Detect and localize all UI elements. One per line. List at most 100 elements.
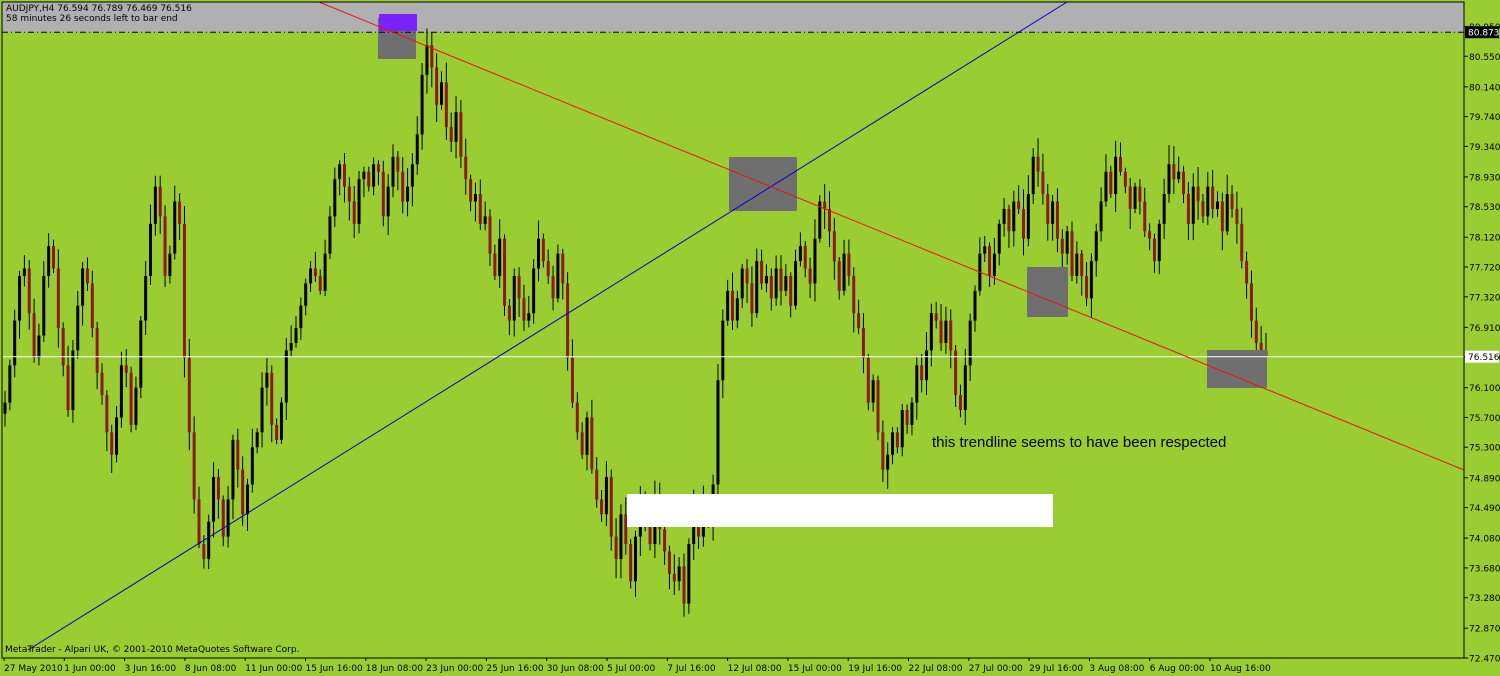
top-band xyxy=(2,2,1464,32)
candle-body xyxy=(595,469,599,500)
candle-body xyxy=(473,194,477,202)
candle-body xyxy=(667,551,671,574)
candle-body xyxy=(381,171,385,217)
candle-body xyxy=(71,350,75,411)
candle-body xyxy=(216,477,220,500)
candle-body xyxy=(182,223,186,358)
candle-body xyxy=(551,275,555,299)
y-tick-label: 77.320 xyxy=(1469,293,1500,303)
candle-body xyxy=(454,112,458,142)
candle-body xyxy=(1002,208,1006,224)
candle-body xyxy=(857,313,861,329)
candle-body xyxy=(750,283,754,314)
candle-body xyxy=(619,514,623,559)
x-tick-label: 18 Jun 08:00 xyxy=(366,664,423,674)
candle-body xyxy=(372,164,376,187)
x-tick-label: 8 Jun 08:00 xyxy=(185,664,237,674)
y-tick-label: 74.080 xyxy=(1469,535,1500,545)
candle-body xyxy=(1017,201,1021,209)
candle-body xyxy=(1026,194,1030,239)
candle-body xyxy=(406,186,410,202)
x-tick-label: 15 Jul 00:00 xyxy=(788,664,842,674)
candle-body xyxy=(459,112,463,157)
candle-body xyxy=(1075,253,1079,276)
candle-body xyxy=(512,275,516,321)
candle-body xyxy=(983,246,987,254)
candle-body xyxy=(973,290,977,321)
candle-body xyxy=(537,238,540,269)
candle-body xyxy=(139,320,143,388)
candle-body xyxy=(1007,208,1011,232)
x-tick-label: 19 Jul 16:00 xyxy=(848,664,902,674)
x-tick-label: 3 Aug 08:00 xyxy=(1089,664,1144,674)
copyright-text: MetaTrader - Alpari UK, © 2001-2010 Meta… xyxy=(5,645,300,655)
candle-body xyxy=(265,372,269,388)
candle-body xyxy=(396,156,400,172)
candle-body xyxy=(779,268,783,291)
candle-body xyxy=(294,328,298,343)
candle-body xyxy=(541,238,545,262)
candle-body xyxy=(178,201,182,224)
candle-body xyxy=(585,417,589,455)
candle-body xyxy=(1031,156,1035,195)
candle-body xyxy=(13,320,17,366)
candle-body xyxy=(202,544,206,559)
y-tick-label: 74.890 xyxy=(1469,474,1500,484)
y-tick-label: 76.100 xyxy=(1469,384,1500,394)
candle-body xyxy=(915,365,919,403)
x-tick-label: 15 Jun 16:00 xyxy=(306,664,363,674)
candle-body xyxy=(958,395,962,411)
peak-marker xyxy=(379,14,417,31)
candle-body xyxy=(81,268,85,306)
candle-body xyxy=(1085,275,1089,299)
candle-body xyxy=(1070,231,1074,276)
x-tick-label: 27 May 2010 xyxy=(4,664,63,674)
plot-frame xyxy=(1,1,1465,659)
candle-body xyxy=(279,402,283,440)
y-tick-label: 78.120 xyxy=(1469,234,1500,244)
y-tick-label: 79.740 xyxy=(1469,113,1500,123)
candle-body xyxy=(158,186,162,217)
candle-body xyxy=(900,410,904,448)
candle-body xyxy=(1119,156,1122,172)
candle-body xyxy=(52,246,55,269)
candle-body xyxy=(629,544,633,582)
candle-body xyxy=(963,365,967,411)
x-tick-label: 29 Jul 16:00 xyxy=(1029,664,1083,674)
candle-body xyxy=(847,253,851,276)
candle-body xyxy=(3,402,7,414)
candle-body xyxy=(90,283,94,329)
candle-body xyxy=(1220,201,1224,232)
candle-body xyxy=(580,432,584,455)
candle-body xyxy=(440,82,443,105)
candle-body xyxy=(168,253,172,276)
candle-body xyxy=(309,268,313,284)
y-tick-label: 80.550 xyxy=(1469,53,1500,63)
candle-body xyxy=(493,253,497,276)
x-tick-label: 7 Jul 16:00 xyxy=(667,664,716,674)
candle-body xyxy=(1109,171,1113,195)
candle-body xyxy=(789,275,793,306)
candle-body xyxy=(1172,164,1176,180)
candle-body xyxy=(764,275,768,284)
candle-body xyxy=(1254,320,1258,343)
candle-body xyxy=(731,290,734,321)
candle-body xyxy=(648,521,652,545)
candle-body xyxy=(76,305,80,351)
x-tick-label: 22 Jul 08:00 xyxy=(909,664,963,674)
candle-body xyxy=(1065,231,1069,254)
candle-body xyxy=(212,477,216,522)
y-tick-label: 75.700 xyxy=(1469,414,1500,424)
candle-body xyxy=(207,521,211,559)
candle-body xyxy=(1104,171,1108,202)
candle-body xyxy=(1148,231,1152,239)
candle-body xyxy=(517,275,521,299)
candle-body xyxy=(740,268,744,299)
candle-body xyxy=(1216,201,1219,209)
candle-body xyxy=(910,402,914,425)
candle-body xyxy=(299,305,303,329)
candle-body xyxy=(231,439,235,500)
